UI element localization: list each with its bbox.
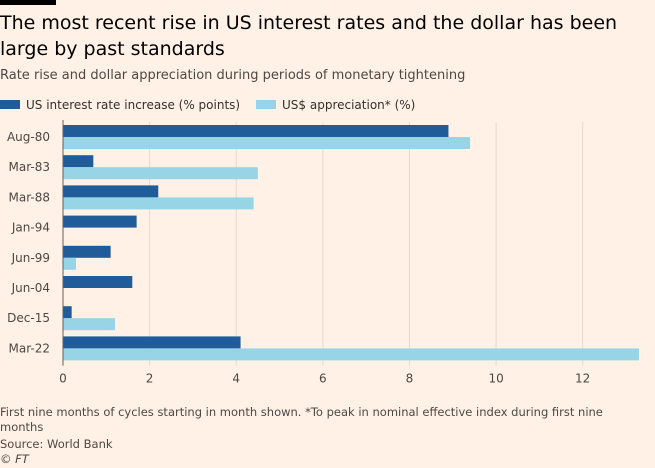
bar-usd (63, 197, 254, 210)
bar-usd (63, 257, 76, 270)
x-tick-label: 2 (146, 372, 154, 386)
x-tick-label: 0 (59, 372, 67, 386)
y-tick-label: Aug-80 (7, 130, 50, 144)
y-tick-label: Mar-88 (9, 190, 50, 204)
y-tick-label: Jun-99 (11, 251, 50, 265)
bar-usd (63, 137, 471, 149)
bar-chart: Aug-80 Mar-83 Mar-88 Jan-94 Jun-99 Jun-04 Dec-… (7, 120, 639, 386)
footnote: First nine months of cycles starting in … (0, 405, 603, 434)
legend-swatch-rate (0, 100, 20, 109)
x-tick-label: 12 (575, 372, 590, 386)
x-tick-label: 10 (488, 372, 503, 386)
y-tick-label: Mar-22 (9, 341, 50, 355)
bar-rate (63, 155, 94, 168)
bar-rate (63, 215, 137, 228)
bar-rate (63, 306, 72, 319)
bar-usd (63, 167, 258, 180)
x-tick-label: 4 (232, 372, 240, 386)
chart-title: The most recent rise in US interest rate… (0, 12, 618, 60)
brand-bar (0, 0, 56, 5)
bar-usd (63, 318, 115, 331)
y-tick-label: Mar-83 (9, 160, 50, 174)
legend-item-rate: US interest rate increase (% points) (0, 98, 240, 112)
x-tick-label: 8 (406, 372, 414, 386)
bar-rate (63, 336, 241, 349)
x-tick-label: 6 (319, 372, 327, 386)
bar-rate (63, 276, 133, 288)
bar-rate (63, 245, 111, 258)
y-tick-label: Dec-15 (7, 311, 50, 325)
y-tick-label: Jan-94 (11, 221, 50, 235)
bar-rate (63, 185, 159, 198)
ft-credit: © FT (0, 452, 29, 466)
source: Source: World Bank (0, 437, 113, 451)
legend-swatch-usd (256, 100, 276, 109)
bar-rate (63, 125, 449, 137)
legend-label-rate: US interest rate increase (% points) (26, 98, 241, 112)
chart-subtitle: Rate rise and dollar appreciation during… (0, 68, 466, 83)
legend-item-usd: US$ appreciation* (%) (256, 98, 415, 112)
legend-label-usd: US$ appreciation* (%) (282, 98, 416, 112)
bar-usd (63, 348, 639, 361)
y-tick-label: Jun-04 (11, 281, 50, 295)
